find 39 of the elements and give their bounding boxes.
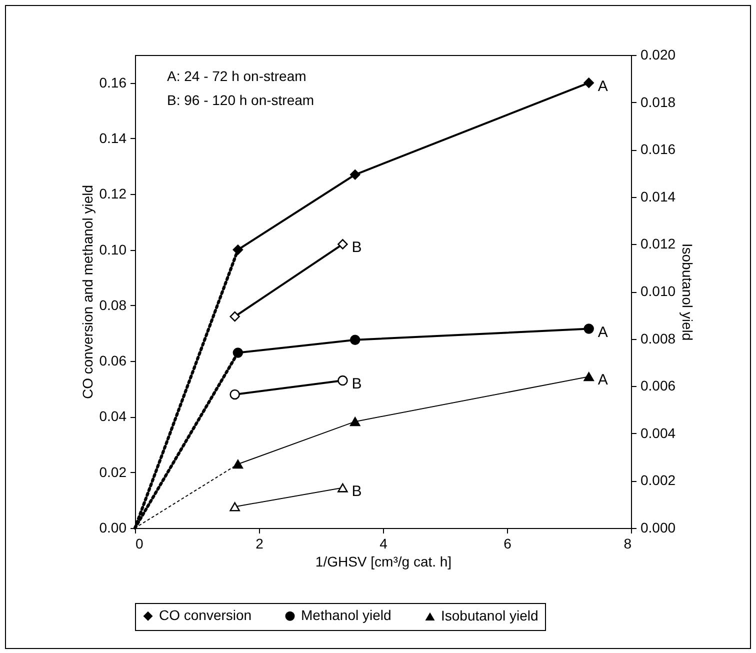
y-tick-label: 0.04 (99, 408, 127, 424)
y-tick-label: 0.16 (99, 74, 127, 90)
x-tick-label: 0 (136, 536, 144, 552)
data-label: A (598, 324, 608, 341)
y-tick-label: 0.14 (99, 130, 127, 146)
y-tick-label: 0.10 (99, 241, 127, 258)
y-tick-label: 0.00 (99, 520, 127, 536)
y2-tick-label: 0.020 (640, 46, 676, 62)
legend-label: CO conversion (159, 607, 252, 624)
x-axis-title: 1/GHSV [cm³/g cat. h] (315, 554, 452, 570)
y-tick-label: 0.06 (99, 352, 127, 369)
y2-axis-title: Isobutanol yield (680, 243, 696, 341)
data-label: B (352, 239, 362, 256)
legend-label: Methanol yield (301, 607, 392, 624)
y2-tick-label: 0.010 (640, 283, 676, 299)
annotation: B: 96 - 120 h on-stream (167, 92, 314, 108)
data-label: A (598, 372, 608, 389)
y2-tick-label: 0.008 (640, 330, 676, 346)
y-tick-label: 0.02 (99, 464, 127, 480)
y2-tick-label: 0.016 (640, 141, 676, 158)
y2-tick-label: 0.004 (640, 424, 676, 441)
y2-tick-label: 0.000 (640, 520, 676, 536)
y2-tick-label: 0.006 (640, 378, 676, 394)
y-tick-label: 0.08 (99, 296, 127, 313)
data-label: B (352, 482, 362, 500)
legend-label: Isobutanol yield (441, 607, 538, 624)
x-tick-label: 4 (380, 536, 388, 552)
y2-tick-label: 0.012 (640, 236, 676, 252)
y-axis-title: CO conversion and methanol yield (79, 184, 96, 400)
annotation: A: 24 - 72 h on-stream (167, 68, 306, 84)
data-label: B (352, 376, 362, 393)
y2-tick-label: 0.014 (640, 188, 676, 204)
y2-tick-label: 0.018 (640, 94, 676, 110)
data-label: A (598, 78, 608, 95)
x-tick-label: 6 (504, 536, 512, 552)
x-tick-label: 8 (624, 536, 632, 552)
x-tick-label: 2 (256, 536, 264, 552)
y2-tick-label: 0.002 (640, 472, 676, 488)
y-tick-label: 0.12 (99, 186, 127, 202)
